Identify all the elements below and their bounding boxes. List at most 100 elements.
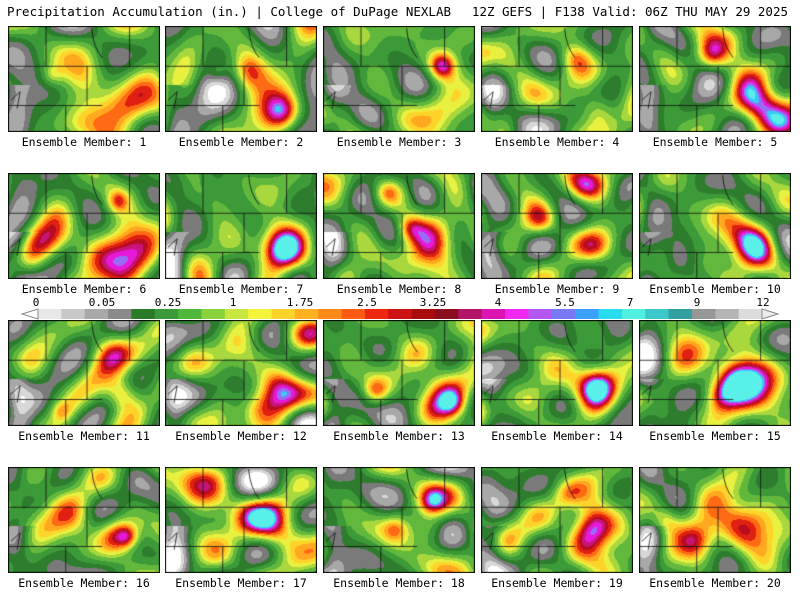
precip-map: [639, 467, 791, 573]
precip-map: [323, 467, 475, 573]
ensemble-panel: Ensemble Member: 11: [7, 320, 160, 444]
ensemble-member-label: Ensemble Member: 18: [333, 576, 465, 590]
colorbar-swatch: [645, 309, 669, 319]
precip-map: [481, 173, 633, 279]
ensemble-panel: Ensemble Member: 7: [164, 173, 317, 297]
ensemble-panel: Ensemble Member: 5: [638, 26, 791, 150]
ensemble-member-label: Ensemble Member: 17: [175, 576, 307, 590]
ensemble-panel: Ensemble Member: 6: [7, 173, 160, 297]
colorbar-swatch: [435, 309, 459, 319]
precip-map: [165, 173, 317, 279]
colorbar-swatch: [551, 309, 576, 319]
ensemble-member-label: Ensemble Member: 10: [649, 282, 781, 296]
ensemble-panel: Ensemble Member: 2: [164, 26, 317, 150]
colorbar-swatch: [131, 309, 156, 319]
precip-map: [639, 26, 791, 132]
ensemble-member-label: Ensemble Member: 8: [336, 282, 462, 296]
ensemble-member-label: Ensemble Member: 9: [494, 282, 620, 296]
colorbar-tick-label: 0.05: [88, 296, 116, 309]
colorbar-swatch: [154, 309, 179, 319]
colorbar-swatch: [598, 309, 623, 319]
precip-map: [8, 173, 160, 279]
colorbar-swatch: [84, 309, 109, 319]
colorbar-swatch: [201, 309, 226, 319]
colorbar-swatch: [224, 309, 249, 319]
colorbar-swatch: [715, 309, 740, 319]
colorbar-swatch: [621, 309, 646, 319]
ensemble-panel: Ensemble Member: 9: [480, 173, 633, 297]
colorbar-tick-label: 12: [756, 296, 770, 309]
ensemble-member-label: Ensemble Member: 12: [175, 429, 307, 443]
precip-colorbar: [20, 308, 780, 320]
colorbar-tick-label: 4: [494, 296, 502, 309]
ensemble-member-label: Ensemble Member: 4: [494, 135, 620, 149]
colorbar-swatch: [178, 309, 202, 319]
ensemble-panel: Ensemble Member: 18: [322, 467, 475, 591]
colorbar-tick-label: 9: [693, 296, 701, 309]
ensemble-panel: Ensemble Member: 1: [7, 26, 160, 150]
colorbar-swatch: [248, 309, 272, 319]
colorbar-tick-label: 7: [626, 296, 634, 309]
colorbar-swatch: [691, 309, 716, 319]
ensemble-panel: Ensemble Member: 13: [322, 320, 475, 444]
precip-map: [165, 26, 317, 132]
colorbar-swatch: [411, 309, 436, 319]
colorbar-swatch: [271, 309, 296, 319]
precip-map: [8, 26, 160, 132]
ensemble-panel: Ensemble Member: 10: [638, 173, 791, 297]
ensemble-panel: Ensemble Member: 14: [480, 320, 633, 444]
precip-map: [639, 320, 791, 426]
precip-map: [323, 173, 475, 279]
colorbar-swatch: [481, 309, 506, 319]
colorbar-swatch: [61, 309, 86, 319]
colorbar-tick-label: 1.75: [286, 296, 314, 309]
precip-map: [481, 467, 633, 573]
ensemble-member-label: Ensemble Member: 19: [491, 576, 623, 590]
colorbar-swatch: [575, 309, 599, 319]
ensemble-panel: Ensemble Member: 20: [638, 467, 791, 591]
precip-map: [481, 26, 633, 132]
ensemble-member-label: Ensemble Member: 11: [18, 429, 150, 443]
colorbar-tick-label: 0.25: [154, 296, 182, 309]
colorbar-swatch: [318, 309, 343, 319]
model-run-info: 12Z GEFS | F138 Valid: 06Z THU MAY 29 20…: [471, 4, 788, 19]
colorbar-swatch: [505, 309, 529, 319]
colorbar-labels: 0 0.05 0.25 1 1.75 2.5 3.25 4 5.5 7 9 12: [0, 296, 800, 310]
ensemble-member-label: Ensemble Member: 2: [178, 135, 304, 149]
ensemble-panel: Ensemble Member: 12: [164, 320, 317, 444]
colorbar-tick-label: 3.25: [419, 296, 447, 309]
colorbar-swatch: [294, 309, 319, 319]
ensemble-panel: Ensemble Member: 15: [638, 320, 791, 444]
precip-map: [165, 320, 317, 426]
precip-map: [323, 320, 475, 426]
precip-map: [639, 173, 791, 279]
colorbar-swatch: [364, 309, 389, 319]
colorbar-swatch: [528, 309, 553, 319]
colorbar-swatch: [341, 309, 366, 319]
colorbar-swatch: [458, 309, 483, 319]
colorbar-swatch: [738, 309, 763, 319]
ensemble-member-label: Ensemble Member: 3: [336, 135, 462, 149]
ensemble-member-label: Ensemble Member: 7: [178, 282, 304, 296]
precip-map: [8, 320, 160, 426]
ensemble-member-label: Ensemble Member: 15: [649, 429, 781, 443]
colorbar-max-arrow: [761, 308, 780, 320]
ensemble-member-label: Ensemble Member: 1: [21, 135, 147, 149]
ensemble-panel: Ensemble Member: 3: [322, 26, 475, 150]
colorbar-min-arrow: [20, 308, 39, 320]
colorbar-swatch: [38, 309, 62, 319]
map-title: Precipitation Accumulation (in.) | Colle…: [7, 4, 452, 19]
colorbar-tick-label: 1: [229, 296, 237, 309]
ensemble-member-label: Ensemble Member: 14: [491, 429, 623, 443]
precip-map: [165, 467, 317, 573]
colorbar-swatch: [668, 309, 693, 319]
ensemble-member-label: Ensemble Member: 6: [21, 282, 147, 296]
colorbar-tick-label: 5.5: [555, 296, 575, 309]
ensemble-member-label: Ensemble Member: 5: [652, 135, 778, 149]
precip-map: [323, 26, 475, 132]
ensemble-panel: Ensemble Member: 16: [7, 467, 160, 591]
ensemble-panel: Ensemble Member: 19: [480, 467, 633, 591]
ensemble-member-label: Ensemble Member: 16: [18, 576, 150, 590]
ensemble-panel: Ensemble Member: 4: [480, 26, 633, 150]
colorbar-tick-label: 2.5: [357, 296, 377, 309]
